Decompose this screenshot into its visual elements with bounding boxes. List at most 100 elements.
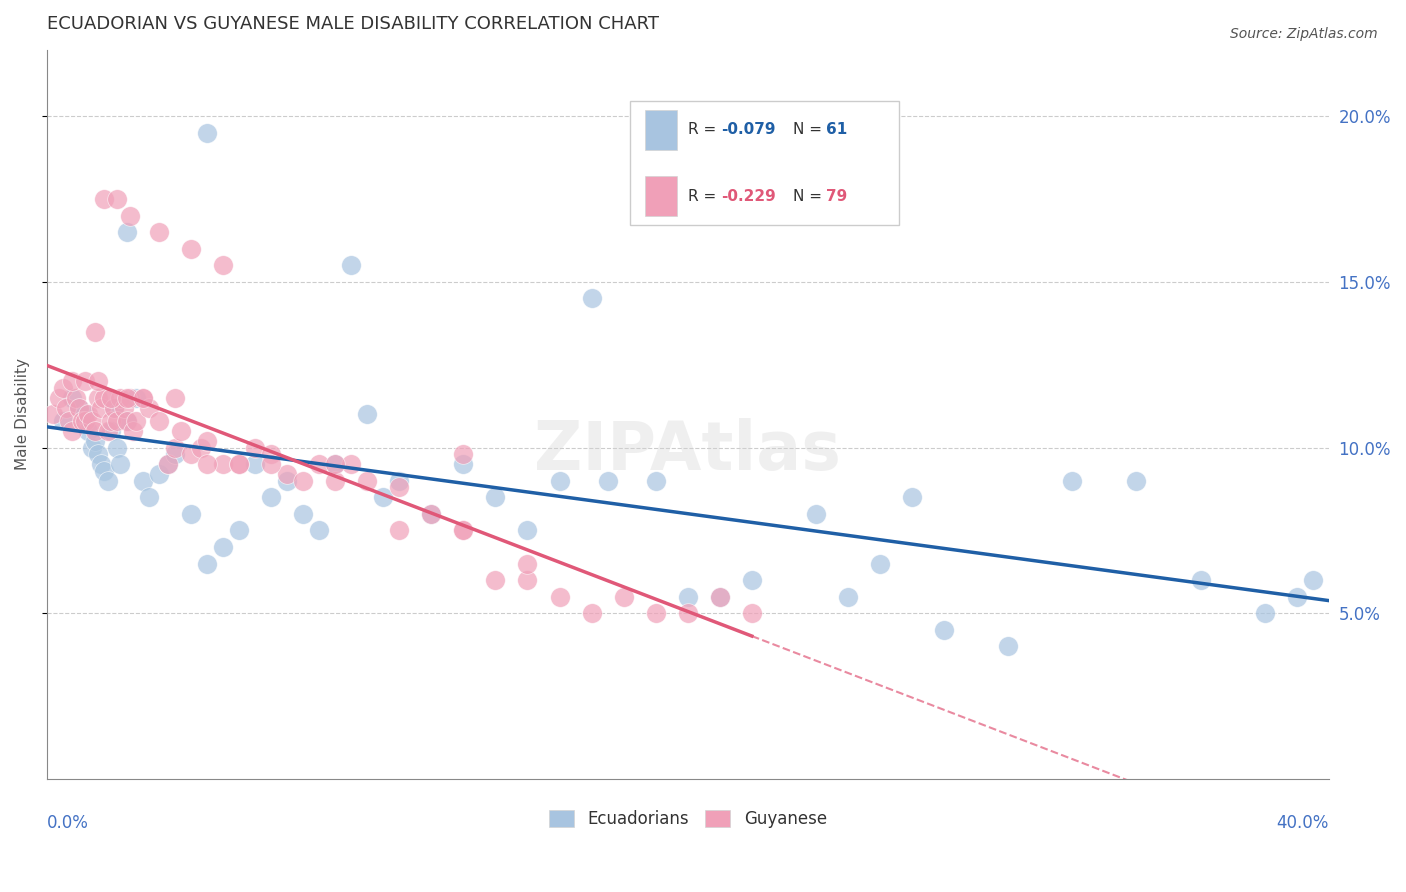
Point bbox=[453, 447, 475, 461]
Point bbox=[83, 325, 105, 339]
Point bbox=[453, 524, 475, 538]
Text: R =: R = bbox=[688, 122, 721, 137]
Point bbox=[1285, 590, 1308, 604]
Text: ECUADORIAN VS GUYANESE MALE DISABILITY CORRELATION CHART: ECUADORIAN VS GUYANESE MALE DISABILITY C… bbox=[46, 15, 658, 33]
Point bbox=[48, 391, 70, 405]
Point bbox=[87, 374, 110, 388]
Point bbox=[709, 590, 731, 604]
Point bbox=[163, 391, 186, 405]
Text: N =: N = bbox=[793, 188, 827, 203]
Point bbox=[110, 391, 132, 405]
Point bbox=[292, 507, 315, 521]
Point bbox=[581, 292, 603, 306]
Point bbox=[340, 457, 363, 471]
Point bbox=[55, 401, 77, 415]
Point bbox=[869, 557, 891, 571]
Point bbox=[308, 524, 330, 538]
Point bbox=[228, 457, 250, 471]
Text: 0.0%: 0.0% bbox=[46, 814, 89, 831]
Point bbox=[516, 524, 538, 538]
Point bbox=[65, 391, 87, 405]
Point bbox=[87, 447, 110, 461]
Legend: Ecuadorians, Guyanese: Ecuadorians, Guyanese bbox=[540, 801, 835, 836]
Point bbox=[1062, 474, 1084, 488]
Point bbox=[484, 573, 506, 587]
Point bbox=[90, 401, 112, 415]
Point bbox=[596, 474, 619, 488]
Point bbox=[484, 490, 506, 504]
Point bbox=[148, 225, 170, 239]
Text: -0.079: -0.079 bbox=[721, 122, 776, 137]
Point bbox=[260, 490, 283, 504]
Point bbox=[100, 391, 122, 405]
Point bbox=[901, 490, 924, 504]
Point bbox=[52, 381, 75, 395]
Point bbox=[115, 414, 138, 428]
Point bbox=[1302, 573, 1324, 587]
Point bbox=[132, 391, 155, 405]
Point bbox=[75, 408, 97, 422]
Point bbox=[804, 507, 827, 521]
Point bbox=[356, 408, 378, 422]
Point bbox=[125, 391, 148, 405]
Point bbox=[115, 225, 138, 239]
Point bbox=[323, 474, 346, 488]
Point bbox=[195, 457, 218, 471]
Point bbox=[388, 474, 411, 488]
Point bbox=[190, 441, 212, 455]
Point bbox=[60, 391, 83, 405]
Point bbox=[118, 209, 141, 223]
Point bbox=[260, 457, 283, 471]
Point bbox=[70, 414, 93, 428]
Point bbox=[170, 424, 193, 438]
Point bbox=[516, 557, 538, 571]
Point bbox=[180, 242, 202, 256]
Point bbox=[77, 424, 100, 438]
Text: R =: R = bbox=[688, 188, 721, 203]
Point bbox=[93, 391, 115, 405]
Point bbox=[58, 414, 80, 428]
Point bbox=[276, 474, 298, 488]
Point bbox=[180, 507, 202, 521]
Point bbox=[837, 590, 859, 604]
Point bbox=[75, 414, 97, 428]
Point bbox=[373, 490, 395, 504]
Point bbox=[157, 457, 180, 471]
Point bbox=[195, 557, 218, 571]
Point bbox=[60, 374, 83, 388]
Bar bbox=[645, 176, 678, 216]
Point bbox=[125, 414, 148, 428]
Point bbox=[148, 414, 170, 428]
Point bbox=[644, 474, 666, 488]
Point bbox=[323, 457, 346, 471]
Point bbox=[93, 464, 115, 478]
Point bbox=[115, 391, 138, 405]
Point bbox=[356, 474, 378, 488]
Point bbox=[87, 391, 110, 405]
Point bbox=[80, 441, 103, 455]
Point bbox=[548, 590, 571, 604]
Point bbox=[138, 490, 160, 504]
Point bbox=[77, 408, 100, 422]
Point bbox=[292, 474, 315, 488]
Point bbox=[323, 457, 346, 471]
Text: 40.0%: 40.0% bbox=[1277, 814, 1329, 831]
Point bbox=[676, 606, 699, 620]
Point bbox=[60, 424, 83, 438]
Point bbox=[110, 457, 132, 471]
Point bbox=[75, 374, 97, 388]
Point bbox=[676, 590, 699, 604]
Text: -0.229: -0.229 bbox=[721, 188, 776, 203]
Point bbox=[453, 457, 475, 471]
Point bbox=[103, 401, 125, 415]
Point bbox=[93, 192, 115, 206]
Point bbox=[997, 640, 1019, 654]
Point bbox=[548, 474, 571, 488]
Point bbox=[180, 447, 202, 461]
Point bbox=[97, 474, 120, 488]
Point bbox=[1189, 573, 1212, 587]
Point bbox=[613, 590, 636, 604]
Point bbox=[80, 414, 103, 428]
Text: N =: N = bbox=[793, 122, 827, 137]
Point bbox=[420, 507, 443, 521]
